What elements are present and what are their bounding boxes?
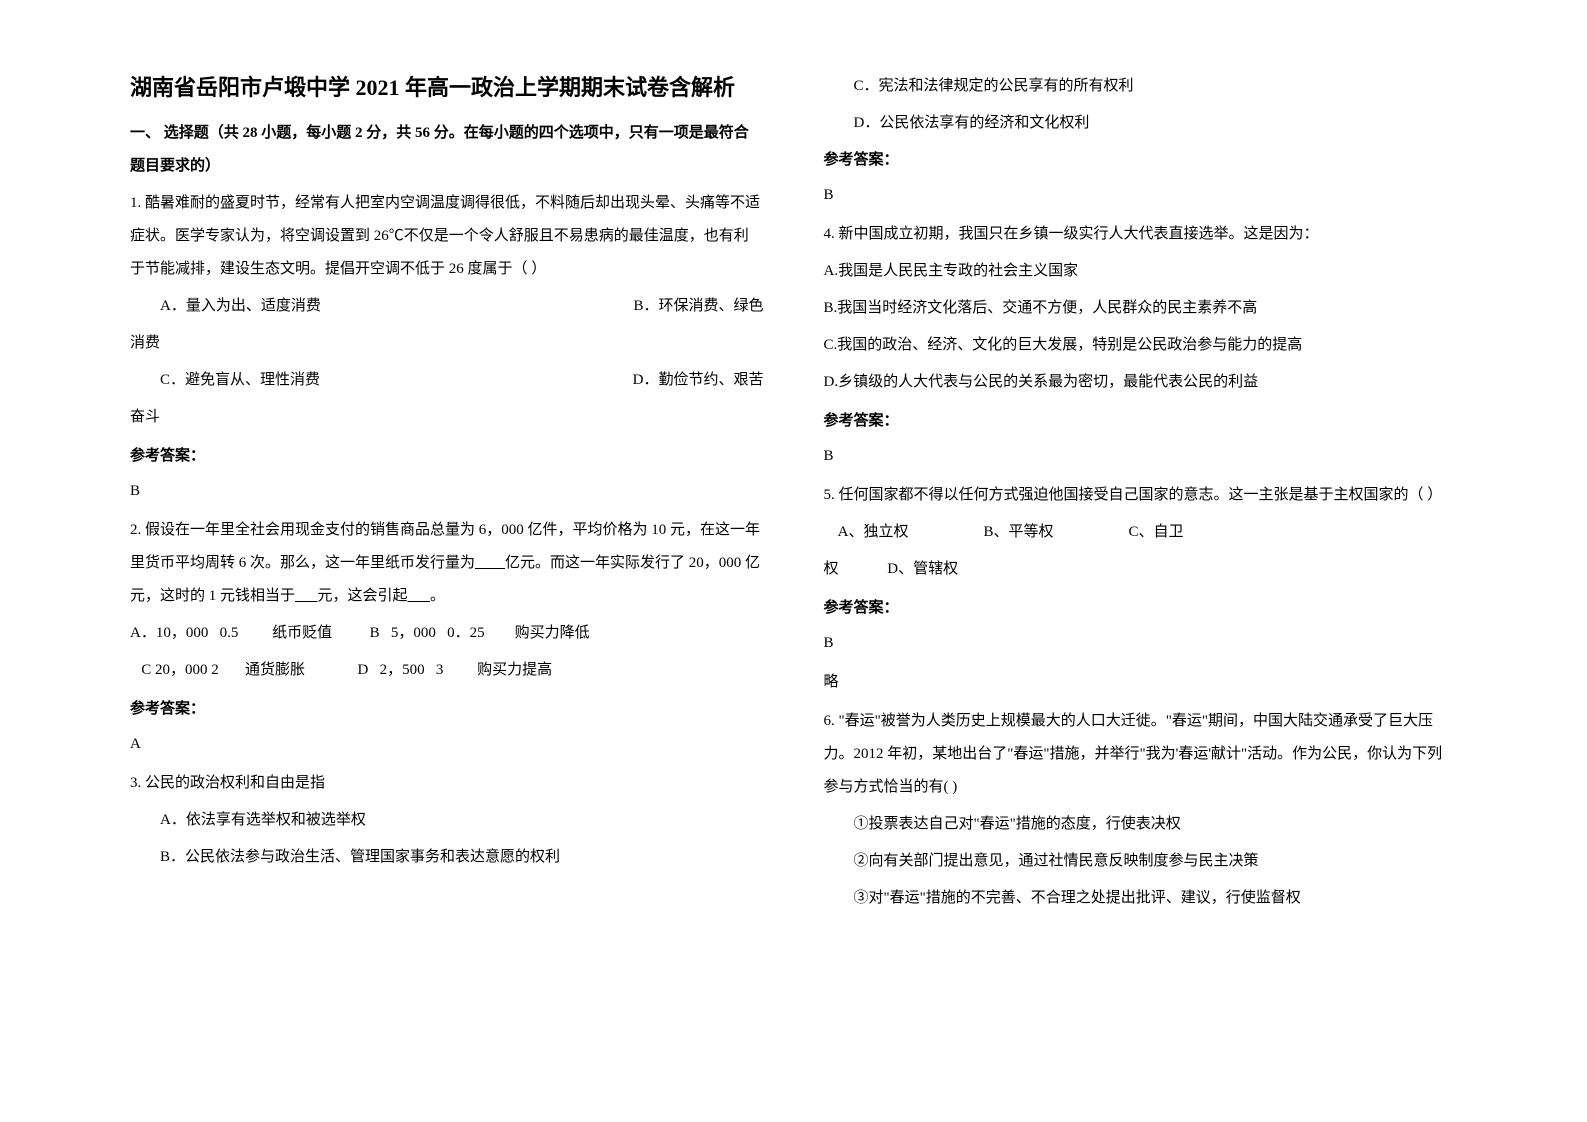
q2-options-row2: C 20，000 2 通货膨胀 D 2，500 3 购买力提高 <box>130 654 764 687</box>
left-column: 湖南省岳阳市卢塅中学 2021 年高一政治上学期期末试卷含解析 一、 选择题（共… <box>100 70 794 1052</box>
q4-option-b: B.我国当时经济文化落后、交通不方便，人民群众的民主素养不高 <box>824 292 1458 325</box>
q6-opt1: ①投票表达自己对"春运"措施的态度，行使表决权 <box>824 808 1458 841</box>
q1-option-a: A．量入为出、适度消费 <box>160 290 321 323</box>
q3-text: 3. 公民的政治权利和自由是指 <box>130 767 764 800</box>
q4-answer: B <box>824 440 1458 473</box>
question-2: 2. 假设在一年里全社会用现金支付的销售商品总量为 6，000 亿件，平均价格为… <box>130 514 764 687</box>
q1-option-d-prefix: D．勤俭节约、艰苦 <box>633 364 764 397</box>
q3-option-b: B．公民依法参与政治生活、管理国家事务和表达意愿的权利 <box>130 841 764 874</box>
q4-option-d: D.乡镇级的人大代表与公民的关系最为密切，最能代表公民的利益 <box>824 366 1458 399</box>
answer-label: 参考答案： <box>130 440 764 473</box>
q6-opt2: ②向有关部门提出意见，通过社情民意反映制度参与民主决策 <box>824 845 1458 878</box>
q1-answer: B <box>130 475 764 508</box>
q4-option-a: A.我国是人民民主专政的社会主义国家 <box>824 255 1458 288</box>
question-3: 3. 公民的政治权利和自由是指 A．依法享有选举权和被选举权 B．公民依法参与政… <box>130 767 764 874</box>
answer-label: 参考答案： <box>824 405 1458 438</box>
q3-option-a: A．依法享有选举权和被选举权 <box>130 804 764 837</box>
q5-options-row1: A、独立权 B、平等权 C、自卫 <box>824 516 1458 549</box>
q1-options-row1: A．量入为出、适度消费 B．环保消费、绿色 <box>130 290 764 323</box>
q1-options-row2: C．避免盲从、理性消费 D．勤俭节约、艰苦 <box>130 364 764 397</box>
q5-options-row2: 权 D、管辖权 <box>824 553 1458 586</box>
section-header: 一、 选择题（共 28 小题，每小题 2 分，共 56 分。在每小题的四个选项中… <box>130 117 764 183</box>
answer-label: 参考答案： <box>130 693 764 726</box>
q1-text: 1. 酷暑难耐的盛夏时节，经常有人把室内空调温度调得很低，不料随后却出现头晕、头… <box>130 187 764 286</box>
question-1: 1. 酷暑难耐的盛夏时节，经常有人把室内空调温度调得很低，不料随后却出现头晕、头… <box>130 187 764 434</box>
q6-text: 6. "春运"被誉为人类历史上规模最大的人口大迁徙。"春运"期间，中国大陆交通承… <box>824 705 1458 804</box>
q3-option-c: C．宪法和法律规定的公民享有的所有权利 <box>824 70 1458 103</box>
answer-label: 参考答案： <box>824 144 1458 177</box>
q1-option-c: C．避免盲从、理性消费 <box>160 364 320 397</box>
q6-opt3: ③对"春运"措施的不完善、不合理之处提出批评、建议，行使监督权 <box>824 882 1458 915</box>
q4-option-c: C.我国的政治、经济、文化的巨大发展，特别是公民政治参与能力的提高 <box>824 329 1458 362</box>
q4-text: 4. 新中国成立初期，我国只在乡镇一级实行人大代表直接选举。这是因为： <box>824 218 1458 251</box>
q2-text: 2. 假设在一年里全社会用现金支付的销售商品总量为 6，000 亿件，平均价格为… <box>130 514 764 613</box>
question-5: 5. 任何国家都不得以任何方式强迫他国接受自己国家的意志。这一主张是基于主权国家… <box>824 479 1458 586</box>
right-column: C．宪法和法律规定的公民享有的所有权利 D．公民依法享有的经济和文化权利 参考答… <box>794 70 1488 1052</box>
answer-label: 参考答案： <box>824 592 1458 625</box>
q3-answer: B <box>824 179 1458 212</box>
q1-option-b-cont: 消费 <box>130 327 764 360</box>
q2-answer: A <box>130 728 764 761</box>
question-6: 6. "春运"被誉为人类历史上规模最大的人口大迁徙。"春运"期间，中国大陆交通承… <box>824 705 1458 915</box>
q5-note: 略 <box>824 666 1458 699</box>
q5-answer: B <box>824 627 1458 660</box>
q1-option-b-prefix: B．环保消费、绿色 <box>633 290 763 323</box>
q5-text: 5. 任何国家都不得以任何方式强迫他国接受自己国家的意志。这一主张是基于主权国家… <box>824 479 1458 512</box>
q2-options-row1: A．10，000 0.5 纸币贬值 B 5，000 0．25 购买力降低 <box>130 617 764 650</box>
document-title: 湖南省岳阳市卢塅中学 2021 年高一政治上学期期末试卷含解析 <box>130 70 764 105</box>
q1-option-d-cont: 奋斗 <box>130 401 764 434</box>
question-4: 4. 新中国成立初期，我国只在乡镇一级实行人大代表直接选举。这是因为： A.我国… <box>824 218 1458 399</box>
q3-option-d: D．公民依法享有的经济和文化权利 <box>824 107 1458 140</box>
